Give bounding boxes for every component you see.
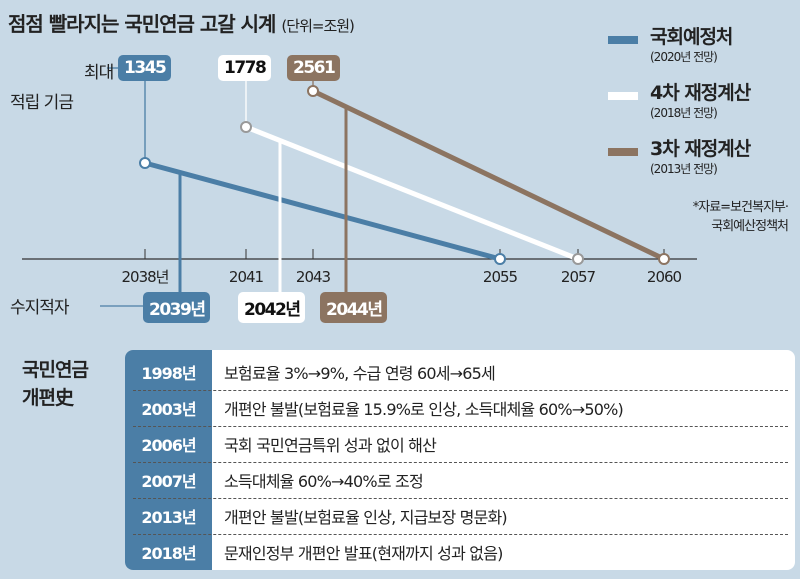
legend-label: 4차 재정계산	[650, 82, 751, 104]
history-row: 2013년 개편안 불발(보험료율 인상, 지급보장 명문화)	[125, 498, 795, 534]
history-row: 1998년 보험료율 3%→9%, 수급 연령 60세→65세	[125, 354, 795, 390]
history-desc: 보험료율 3%→9%, 수급 연령 60세→65세	[224, 364, 496, 383]
peak-point	[139, 157, 151, 169]
legend-sublabel: (2020년 전망)	[650, 50, 718, 64]
history-desc: 문재인정부 개편안 발표(현재까지 성과 없음)	[224, 544, 503, 563]
history-title-line-2: 개편史	[22, 387, 74, 409]
peak-value-label: 2561	[287, 55, 341, 81]
legend-label: 국회예정처	[650, 26, 733, 48]
legend-label: 3차 재정계산	[650, 138, 751, 160]
max-fund-label-2: 적립 기금	[10, 93, 74, 113]
history-row: 2018년 문재인정부 개편안 발표(현재까지 성과 없음)	[125, 534, 795, 570]
peak-value-label: 1778	[218, 55, 272, 81]
history-year: 2018년	[141, 544, 196, 563]
legend-swatch	[608, 92, 638, 100]
depletion-point	[494, 253, 506, 265]
legend-swatch	[608, 148, 638, 156]
depletion-point	[572, 253, 584, 265]
chart-area: 2038년 2041 2043 2055 2057 2060	[22, 67, 697, 307]
history-title-line-1: 국민연금	[22, 359, 89, 381]
series-line	[144, 160, 501, 262]
x-tick-label: 2038년	[122, 268, 169, 286]
peak-point	[240, 121, 252, 133]
row-divider	[133, 534, 788, 535]
unit-label: (단위=조원)	[281, 17, 354, 35]
history-year: 2013년	[141, 508, 196, 527]
x-tick-label: 2041	[229, 268, 264, 286]
history-row: 2007년 소득대체율 60%→40%로 조정	[125, 462, 795, 498]
history-desc: 개편안 불발(보험료율 인상, 지급보장 명문화)	[224, 508, 508, 527]
history-table: 1998년 보험료율 3%→9%, 수급 연령 60세→65세 2003년 개편안 불…	[125, 350, 795, 570]
x-tick-label: 2043	[296, 268, 331, 286]
row-divider	[133, 390, 788, 391]
max-fund-label-1: 최대	[84, 63, 114, 83]
history-row: 2006년 국회 국민연금특위 성과 없이 해산	[125, 426, 795, 462]
peak-value-label: 1345	[118, 55, 172, 81]
history-title: 국민연금 개편史	[22, 356, 89, 412]
series-line	[311, 88, 666, 262]
row-divider	[133, 426, 788, 427]
legend-sublabel: (2013년 전망)	[650, 162, 718, 176]
year-column	[125, 350, 212, 570]
history-desc: 개편안 불발(보험료율 15.9%로 인상, 소득대체율 60%→50%)	[224, 400, 624, 419]
x-tick-label: 2057	[561, 268, 596, 286]
history-year: 1998년	[141, 364, 196, 383]
deficit-year-label: 2039년	[143, 292, 211, 323]
source-line-1: *자료=보건복지부·	[692, 200, 789, 215]
history-year: 2006년	[141, 436, 196, 455]
x-tick-label: 2055	[483, 268, 518, 286]
source-note: *자료=보건복지부· 국회예산정책처	[610, 196, 789, 234]
source-line-2: 국회예산정책처	[711, 219, 789, 234]
history-desc: 소득대체율 60%→40%로 조정	[224, 472, 424, 491]
deficit-label: 수지적자	[10, 298, 70, 318]
history-year: 2003년	[141, 400, 196, 419]
history-year: 2007년	[141, 472, 196, 491]
history-desc: 국회 국민연금특위 성과 없이 해산	[224, 436, 437, 455]
legend-sublabel: (2018년 전망)	[650, 106, 718, 120]
row-divider	[133, 462, 788, 463]
series-line	[245, 124, 579, 262]
history-row: 2003년 개편안 불발(보험료율 15.9%로 인상, 소득대체율 60%→50…	[125, 390, 795, 426]
peak-point	[307, 85, 319, 97]
depletion-point	[658, 253, 670, 265]
deficit-year-label: 2042년	[238, 292, 306, 323]
row-divider	[133, 498, 788, 499]
legend-swatch	[608, 36, 638, 44]
chart-title: 점점 빨라지는 국민연금 고갈 시계 (단위=조원)	[8, 8, 355, 37]
title-text: 점점 빨라지는 국민연금 고갈 시계	[8, 12, 276, 36]
x-tick-label: 2060	[647, 268, 682, 286]
deficit-year-label: 2044년	[320, 292, 388, 323]
